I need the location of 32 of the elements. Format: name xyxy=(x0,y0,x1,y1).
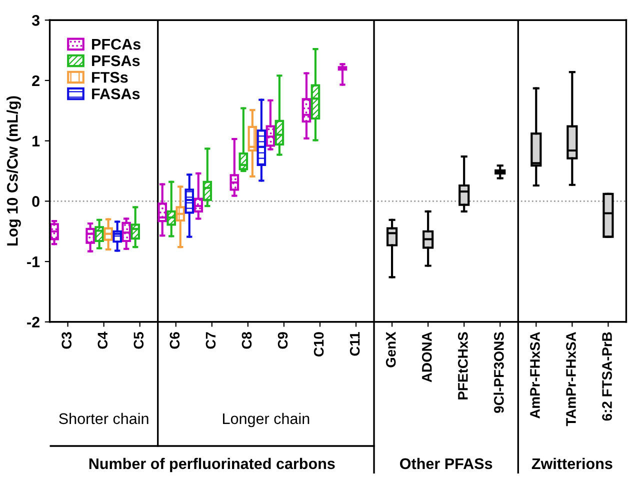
y-tick-label: 1 xyxy=(32,136,40,146)
x-tick-label: GenX xyxy=(386,332,396,368)
legend-label: PFSAs xyxy=(92,55,140,66)
text: Longer chain xyxy=(223,412,310,428)
legend-label: FTSs xyxy=(92,72,128,83)
x-tick-label: C10 xyxy=(314,332,324,357)
y-axis-title: Log 10 Cs/Cw (mL/g) xyxy=(6,96,21,246)
y-tick-label: 0 xyxy=(32,196,40,207)
x-tick-label: C11 xyxy=(350,332,360,356)
x-tick-label: ADONA xyxy=(422,332,432,382)
text: Other PFASs xyxy=(400,458,492,470)
legend-label: FASAs xyxy=(92,88,140,100)
x-tick-label: AmPr-FHxSA xyxy=(530,332,540,418)
text: Zwitterions xyxy=(532,458,612,470)
y-tick-label: -1 xyxy=(27,256,40,268)
x-tick-label: C9 xyxy=(278,332,288,349)
x-tick-label: C3 xyxy=(62,332,72,349)
x-tick-label: C4 xyxy=(98,332,108,349)
x-tick-label: TAmPr-FHxSA xyxy=(566,332,576,426)
x-tick-label: 6:2 FTSA-PrB xyxy=(602,332,612,421)
text: Shorter chain xyxy=(59,412,148,424)
y-tick-label: 2 xyxy=(32,75,40,86)
x-tick-label: C5 xyxy=(134,332,144,349)
y-tick-label: -2 xyxy=(27,316,40,328)
x-tick-label: C6 xyxy=(170,332,180,349)
x-tick-label: C8 xyxy=(242,332,252,349)
x-tick-label: C7 xyxy=(206,332,216,349)
x-tick-label: PFEtCHxS xyxy=(458,332,468,400)
legend-label: PFCAs xyxy=(92,38,140,50)
x-tick-label: 9Cl-PF3ONS xyxy=(494,332,504,413)
text: Number of perfluorinated carbons xyxy=(89,458,335,472)
y-tick-label: 3 xyxy=(32,14,40,26)
